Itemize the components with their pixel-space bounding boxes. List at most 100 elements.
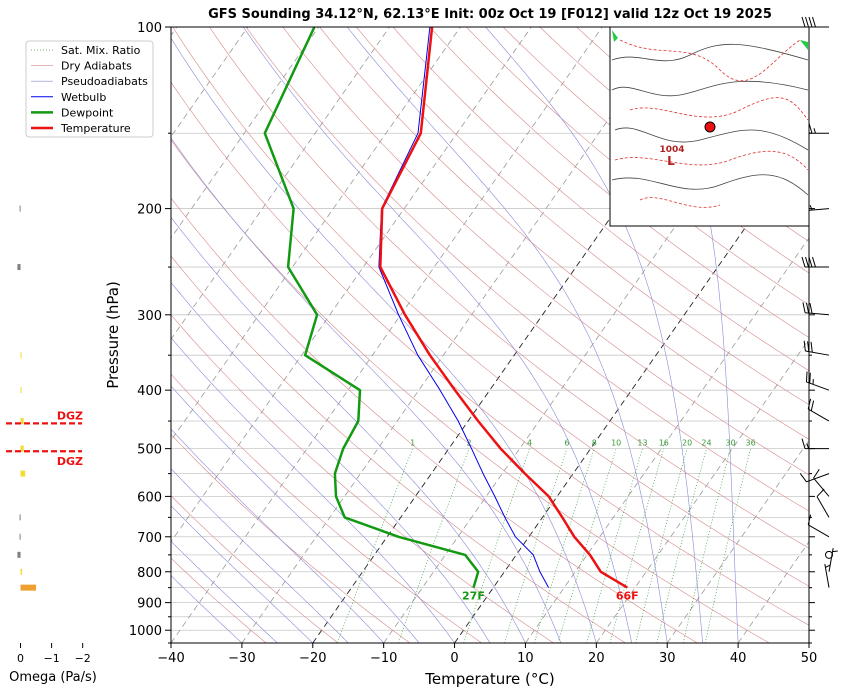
mixing-ratio-label: 1 [410,439,415,448]
mixing-ratio-line [635,448,688,643]
pseudoadiabat [171,540,278,643]
legend-label: Dry Adiabats [61,60,132,73]
profile-end-label: 27F [462,590,485,603]
omega-bar [20,470,26,477]
wind-barb [828,548,838,572]
wind-barb [801,256,829,268]
isotherm [454,135,809,643]
x-tick-label: 40 [730,651,747,666]
barb-staff [806,473,830,483]
omega-bar [20,418,24,425]
x-tick-label: −30 [228,651,255,666]
mixing-ratio-line [609,448,665,643]
x-tick-label: 10 [517,651,534,666]
barb-half [825,564,831,568]
pseudoadiabat [346,27,668,643]
dry-adiabat [171,255,626,643]
barb-full [808,16,813,28]
omega-bar [17,264,21,271]
omega-bar [20,445,24,452]
isotherm [666,439,809,643]
profile-end-label: 66F [616,590,639,603]
mixing-ratio-line [704,448,751,643]
location-marker [704,121,716,133]
mixing-ratio-line [682,448,731,643]
mixing-ratio-label: 16 [659,439,669,448]
barb-full [805,302,810,314]
isotherm [241,27,674,643]
y-tick-label: 200 [137,203,162,218]
omega-axis-label: Omega (Pa/s) [9,670,97,685]
y-tick-label: 700 [137,531,162,546]
mixing-ratio-label: 36 [745,439,755,448]
mixing-ratio-line [586,448,643,643]
pseudoadiabat [171,137,562,643]
omega-bar [17,551,21,558]
barb-staff [807,524,830,538]
dry-adiabat [171,81,809,626]
dry-adiabat [282,27,809,476]
isotherm [525,237,809,643]
barb-full [805,16,809,28]
barb-full [801,256,806,268]
legend-label: Wetbulb [61,91,106,104]
wind-barb [805,371,830,391]
y-axis-label: Pressure (hPa) [104,281,122,389]
omega-bar [20,387,22,394]
isotherm [171,27,461,442]
barb-staff [805,312,830,316]
barb-full [805,371,808,382]
dry-adiabat [319,27,809,440]
y-tick-label: 600 [137,490,162,505]
map-label: L [667,154,675,168]
y-tick-label: 1000 [129,624,162,639]
map-contours [611,30,809,208]
pseudoadiabat [171,505,314,643]
dry-adiabat [171,373,482,643]
profile-line [379,27,628,589]
omega-bar [19,205,21,212]
omega-bar [20,568,23,575]
barb-full [807,398,812,410]
legend-label: Sat. Mix. Ratio [61,44,141,57]
barb-full [802,302,806,313]
plot-frame [170,26,810,644]
pseudoadiabat [171,428,384,643]
barb-full [812,16,816,28]
x-tick-label: 20 [588,651,605,666]
dry-adiabat [171,495,339,643]
mixing-ratio-label: 20 [682,439,692,448]
omega-x-tick-label: −1 [43,652,59,665]
isotherm [808,642,809,643]
barb-full [812,256,816,268]
profile-line [263,27,480,588]
legend-label: Dewpoint [61,106,114,119]
dry-adiabat [172,27,809,587]
barb-half [809,205,813,211]
pseudoadiabat [171,468,349,643]
mixing-ratio-label: 30 [726,439,736,448]
dry-adiabat [245,27,809,512]
pseudoadiabat [242,27,633,643]
barb-half [813,128,816,134]
barb-full [809,303,813,314]
omega-bar [20,584,37,591]
y-tick-label: 800 [137,566,162,581]
barb-full [807,341,810,352]
x-tick-label: −40 [157,651,184,666]
isotherm [596,338,809,643]
mixing-ratio-line [533,448,595,643]
mixing-ratio-line [336,448,414,643]
barb-staff [805,350,830,356]
dgz-label: DGZ [57,455,83,468]
barb-staff [807,408,830,422]
omega-panel: 0 −1 −2 DGZ DGZ [6,205,91,665]
mixing-ratio-line [463,448,530,643]
x-tick-label: 50 [801,651,818,666]
y-tick-label: 300 [137,309,162,324]
pseudoadiabat [171,575,243,643]
omega-x-tick-label: 0 [17,652,24,665]
isotherm [171,27,390,340]
